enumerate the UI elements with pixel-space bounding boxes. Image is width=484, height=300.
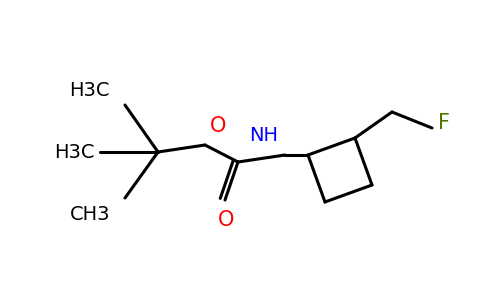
Text: H3C: H3C	[70, 81, 110, 100]
Text: CH3: CH3	[70, 205, 110, 224]
Text: NH: NH	[249, 126, 278, 145]
Text: F: F	[438, 113, 450, 133]
Text: H3C: H3C	[55, 142, 95, 161]
Text: O: O	[218, 210, 234, 230]
Text: O: O	[210, 116, 227, 136]
